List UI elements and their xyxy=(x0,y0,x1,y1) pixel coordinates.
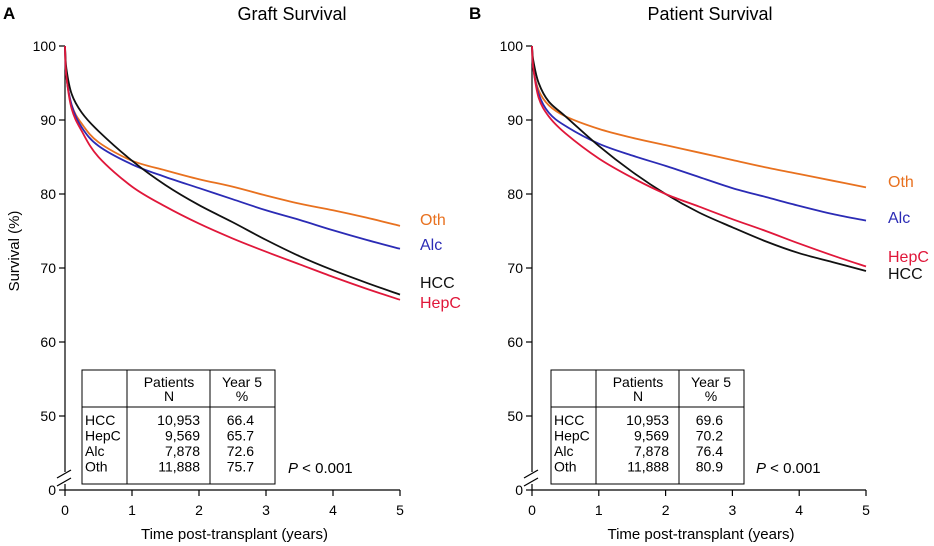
y-tick-label: 90 xyxy=(507,112,523,128)
table-cell-year5: 66.4 xyxy=(227,412,254,428)
table-header: N xyxy=(633,388,643,404)
y-tick-label: 0 xyxy=(48,482,56,498)
series-line-alc xyxy=(64,45,401,250)
x-tick-label: 2 xyxy=(195,502,203,518)
table-cell-year5: 69.6 xyxy=(696,412,723,428)
y-tick-label: 50 xyxy=(40,408,56,424)
table-cell-n: 11,888 xyxy=(158,459,200,475)
table-cell-year5: 72.6 xyxy=(227,443,254,459)
y-tick-label: 80 xyxy=(40,186,56,202)
table-cell-year5: 70.2 xyxy=(696,428,723,444)
summary-table xyxy=(81,369,276,485)
table-cell-group: Oth xyxy=(85,459,108,475)
chart-title: Patient Survival xyxy=(647,4,772,24)
table-cell-group: HepC xyxy=(85,428,121,444)
y-tick-label: 100 xyxy=(33,38,57,54)
table-cell-group: Alc xyxy=(85,443,104,459)
y-axis-label: Survival (%) xyxy=(6,211,23,292)
table-cell-n: 9,569 xyxy=(165,428,200,444)
axis-break-mark xyxy=(56,469,72,479)
axis-break-mark xyxy=(523,469,539,479)
p-value-text: < 0.001 xyxy=(766,460,821,477)
y-tick-label: 50 xyxy=(507,408,523,424)
panel-letter: A xyxy=(3,4,15,23)
line-label-oth: Oth xyxy=(888,174,914,191)
table-cell-n: 7,878 xyxy=(634,443,669,459)
line-label-alc: Alc xyxy=(888,210,910,227)
axis-break-mark xyxy=(56,477,72,487)
table-cell-year5: 75.7 xyxy=(227,459,254,475)
table-cell-group: Oth xyxy=(554,459,577,475)
x-tick-label: 3 xyxy=(729,502,737,518)
line-label-hepc: HepC xyxy=(420,295,461,312)
x-tick-label: 0 xyxy=(528,502,536,518)
x-tick-label: 2 xyxy=(662,502,670,518)
table-header: Patients xyxy=(613,374,664,390)
panel-letter: B xyxy=(469,4,481,23)
table-cell-group: HCC xyxy=(554,412,584,428)
series-line-hcc xyxy=(64,45,401,296)
line-label-alc: Alc xyxy=(420,237,442,254)
table-cell-group: HepC xyxy=(554,428,590,444)
table-header: Patients xyxy=(144,374,195,390)
table-header: % xyxy=(236,388,248,404)
y-tick-label: 70 xyxy=(507,260,523,276)
y-tick-label: 60 xyxy=(507,334,523,350)
table-header: Year 5 xyxy=(691,374,731,390)
table-cell-n: 10,953 xyxy=(157,412,200,428)
series-line-hcc xyxy=(531,45,867,272)
x-tick-label: 4 xyxy=(795,502,803,518)
table-cell-n: 9,569 xyxy=(634,428,669,444)
x-tick-label: 1 xyxy=(595,502,603,518)
table-header: % xyxy=(705,388,717,404)
summary-table xyxy=(550,369,745,485)
y-tick-label: 100 xyxy=(500,38,524,54)
p-value: P < 0.001 xyxy=(288,460,353,477)
line-label-hcc: HCC xyxy=(420,275,455,292)
table-cell-year5: 80.9 xyxy=(696,459,723,475)
line-label-hcc: HCC xyxy=(888,266,923,283)
line-label-oth: Oth xyxy=(420,212,446,229)
x-tick-label: 0 xyxy=(61,502,69,518)
table-cell-n: 10,953 xyxy=(626,412,669,428)
line-label-hepc: HepC xyxy=(888,249,929,266)
p-value-symbol: P xyxy=(288,460,298,477)
table-cell-year5: 65.7 xyxy=(227,428,254,444)
x-axis-label: Time post-transplant (years) xyxy=(607,526,794,543)
table-header: N xyxy=(164,388,174,404)
x-tick-label: 3 xyxy=(262,502,270,518)
x-tick-label: 1 xyxy=(128,502,136,518)
x-axis-label: Time post-transplant (years) xyxy=(141,526,328,543)
series-line-hepc xyxy=(531,45,867,268)
table-cell-n: 11,888 xyxy=(627,459,669,475)
x-tick-label: 5 xyxy=(862,502,870,518)
table-cell-group: Alc xyxy=(554,443,573,459)
y-tick-label: 70 xyxy=(40,260,56,276)
x-tick-label: 5 xyxy=(396,502,404,518)
table-cell-n: 7,878 xyxy=(165,443,200,459)
p-value: P < 0.001 xyxy=(756,460,821,477)
x-tick-label: 4 xyxy=(329,502,337,518)
series-line-oth xyxy=(531,45,867,189)
y-tick-label: 90 xyxy=(40,112,56,128)
p-value-symbol: P xyxy=(756,460,766,477)
y-tick-label: 60 xyxy=(40,334,56,350)
y-tick-label: 0 xyxy=(515,482,523,498)
y-tick-label: 80 xyxy=(507,186,523,202)
p-value-text: < 0.001 xyxy=(298,460,353,477)
series-line-alc xyxy=(531,45,867,222)
chart-title: Graft Survival xyxy=(237,4,346,24)
table-cell-year5: 76.4 xyxy=(696,443,723,459)
table-cell-group: HCC xyxy=(85,412,115,428)
axis-break-mark xyxy=(523,477,539,487)
series-line-hepc xyxy=(64,45,401,301)
table-header: Year 5 xyxy=(222,374,262,390)
